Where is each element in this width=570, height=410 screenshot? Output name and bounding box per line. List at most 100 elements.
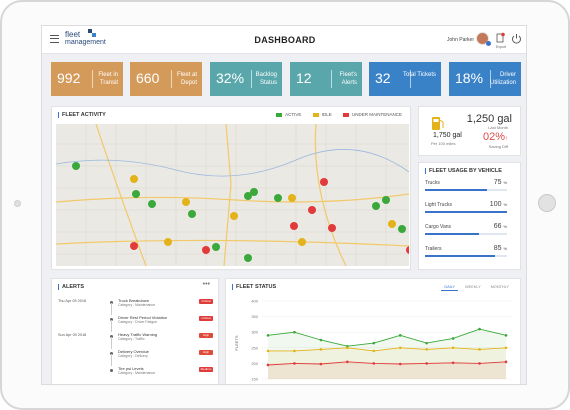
usage-unit: % — [503, 246, 507, 251]
kpi-tile-fleet-at-depot[interactable]: 660 Fleet at Depot — [130, 62, 202, 96]
series-point[interactable] — [319, 338, 323, 342]
alert-badge: High — [199, 350, 213, 355]
series-point[interactable] — [293, 362, 296, 365]
series-point[interactable] — [504, 346, 508, 350]
fleet-activity-title: FLEET ACTIVITY — [58, 112, 106, 118]
usage-bar — [425, 189, 487, 191]
series-point[interactable] — [478, 348, 481, 351]
fleet-map[interactable] — [56, 124, 409, 266]
series-point[interactable] — [425, 348, 428, 351]
y-tick-label: 350 — [251, 314, 258, 319]
series-point[interactable] — [346, 360, 349, 364]
series-point[interactable] — [398, 346, 402, 350]
avatar[interactable] — [476, 32, 489, 45]
kpi-tile-driver-utilization[interactable]: 18% Driver Utilization — [449, 62, 521, 96]
export-icon[interactable] — [495, 32, 505, 46]
series-point[interactable] — [319, 348, 323, 351]
series-point[interactable] — [425, 362, 428, 365]
kpi-value: 32% — [216, 70, 245, 86]
series-point[interactable] — [372, 362, 376, 365]
kpi-tile-total-tickets[interactable]: 32 Total Tickets — [369, 62, 441, 96]
more-options-icon[interactable]: ••• — [202, 281, 210, 288]
kpi-label: Backlog Status — [255, 72, 277, 86]
map-canvas — [56, 124, 409, 266]
tab-weekly[interactable]: WEEKLY — [465, 285, 481, 289]
timeline-dot — [110, 369, 113, 372]
alert-item[interactable]: Sun Apr 09 2018 Heavy Traffic Warning Ca… — [58, 332, 213, 349]
series-point[interactable] — [451, 361, 455, 365]
alert-item[interactable]: Driver Rest Period Violation Category : … — [58, 315, 213, 332]
fuel-saving-pct: 02%↑ — [483, 131, 508, 143]
home-button[interactable] — [538, 194, 556, 212]
series-point[interactable] — [266, 363, 270, 367]
alert-category: Category : Traffic — [118, 337, 145, 341]
usage-label: Trucks — [425, 180, 440, 186]
alert-item[interactable]: Delivery Overdue Category : Delivery Hig… — [58, 349, 213, 366]
series-point[interactable] — [293, 349, 296, 353]
series-point[interactable] — [266, 334, 270, 337]
alerts-panel: ALERTS ••• Thu Apr 05 2018 Truck Breakdo… — [51, 278, 219, 384]
usage-track — [425, 189, 507, 191]
power-icon[interactable] — [511, 33, 522, 44]
legend-maintenance[interactable]: UNDER MAINTENANCE — [342, 112, 402, 117]
usage-bar — [425, 211, 507, 213]
y-tick-label: 250 — [251, 345, 258, 350]
online-status-dot — [486, 41, 491, 46]
series-point[interactable] — [451, 346, 455, 350]
alert-item[interactable]: Thu Apr 05 2018 Truck Breakdown Category… — [58, 298, 213, 315]
fuel-saving-label: Saving Diff — [488, 144, 508, 149]
usage-unit: % — [503, 224, 507, 229]
fleet-status-chart: FLEETS 150 200 250 300 350 400 — [234, 299, 512, 382]
series-point[interactable] — [372, 349, 376, 353]
divider — [251, 70, 252, 88]
menu-icon[interactable] — [50, 35, 59, 43]
user-name[interactable]: John Parker — [447, 37, 474, 43]
kpi-tile-fleet-alerts[interactable]: 12 Fleet's Alerts — [290, 62, 362, 96]
logo-line-1: fleet — [65, 30, 81, 39]
y-tick-label: 400 — [251, 299, 258, 304]
series-point[interactable] — [293, 330, 296, 334]
alert-badge: Critical — [199, 316, 213, 321]
usage-label: Trailers — [425, 246, 442, 252]
series-point[interactable] — [372, 341, 376, 345]
usage-value: 100 % — [490, 201, 507, 208]
usage-track — [425, 233, 507, 235]
kpi-label: Fleet's Alerts — [339, 72, 357, 86]
series-point[interactable] — [319, 362, 323, 366]
series-point[interactable] — [478, 327, 481, 331]
kpi-label: Driver Utilization — [489, 72, 516, 86]
alert-category: Category : Maintenance — [118, 371, 156, 375]
series-point[interactable] — [398, 334, 402, 337]
timeline-line — [111, 337, 112, 349]
alert-badge: Medium — [199, 367, 213, 372]
logo[interactable]: fleet management — [65, 31, 106, 47]
alert-date: Thu Apr 05 2018 — [58, 299, 87, 303]
legend-active[interactable]: ACTIVE — [276, 112, 301, 117]
kpi-tile-backlog-status[interactable]: 32% Backlog Status — [210, 62, 282, 96]
series-point[interactable] — [504, 360, 508, 364]
series-point[interactable] — [478, 362, 481, 365]
series-point[interactable] — [425, 341, 428, 345]
usage-label: Light Trucks — [425, 202, 452, 208]
series-point[interactable] — [504, 334, 508, 337]
fleet-usage-panel: FLEET USAGE BY VEHICLE Trucks 75 % Light… — [418, 162, 521, 270]
kpi-tile-fleet-in-transit[interactable]: 992 Fleet in Transit — [51, 62, 123, 96]
divider — [490, 70, 491, 88]
tab-daily[interactable]: DAILY — [441, 284, 459, 291]
series-point[interactable] — [398, 362, 402, 366]
fuel-pump-icon — [432, 117, 444, 130]
tab-monthly[interactable]: MONTHLY — [490, 285, 509, 289]
legend-idle[interactable]: IDLE — [312, 112, 332, 117]
usage-track — [425, 255, 507, 257]
series-point[interactable] — [451, 337, 455, 340]
alert-title: Driver Rest Period Violation — [118, 315, 168, 320]
timeline-dot — [110, 335, 113, 338]
y-tick-label: 150 — [251, 377, 258, 382]
series-point[interactable] — [266, 349, 270, 353]
timeline-line — [111, 320, 112, 332]
alert-item[interactable]: Tire psi Levels Category : Maintenance M… — [58, 366, 213, 378]
series-line — [268, 347, 507, 352]
series-point[interactable] — [346, 346, 349, 350]
page-title: DASHBOARD — [254, 35, 316, 45]
divider — [410, 70, 411, 88]
